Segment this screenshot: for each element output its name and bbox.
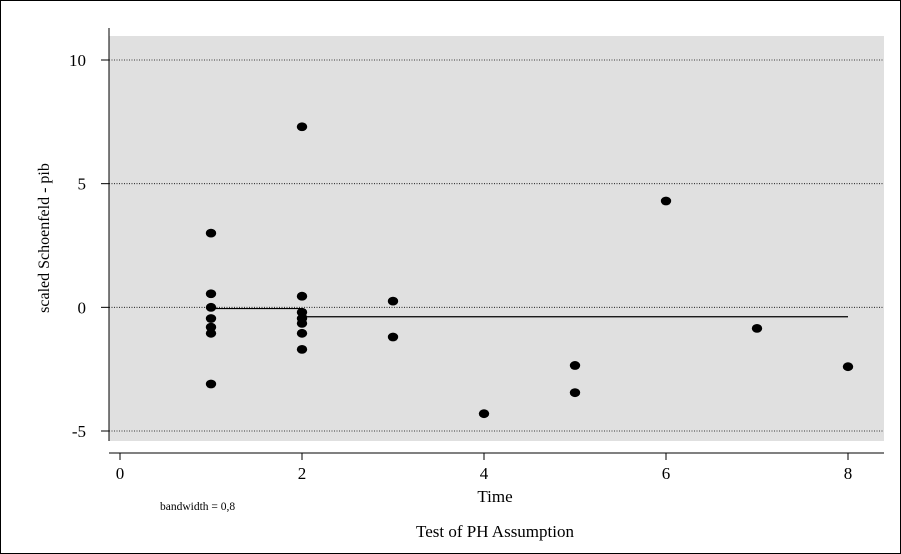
data-point [842, 362, 854, 372]
y-ticks: -5 0 5 10 [69, 51, 109, 441]
x-tick-label: 2 [298, 464, 307, 483]
data-point [205, 302, 217, 312]
data-point [387, 332, 399, 342]
plot-background [109, 36, 884, 441]
data-point [569, 361, 581, 370]
x-ticks: 0 2 4 6 8 [116, 453, 853, 483]
data-point [296, 328, 308, 338]
data-point [751, 323, 763, 333]
data-points [205, 122, 854, 419]
axes [108, 28, 884, 454]
x-tick-label: 8 [844, 464, 853, 483]
data-point [296, 344, 308, 354]
y-tick-label: 5 [78, 175, 87, 194]
data-point [387, 296, 399, 306]
x-tick-label: 0 [116, 464, 125, 483]
y-tick-label: 10 [69, 51, 86, 70]
y-tick-label: 0 [78, 298, 87, 317]
grid-lines [109, 59, 884, 432]
chart-title: Test of PH Assumption [416, 522, 574, 541]
data-point [205, 228, 217, 238]
data-point [205, 314, 217, 323]
data-point [296, 122, 308, 132]
data-point [296, 319, 308, 328]
data-point [296, 307, 308, 317]
data-point [205, 379, 217, 389]
x-tick-label: 6 [662, 464, 671, 483]
data-point [296, 291, 308, 301]
x-tick-label: 4 [480, 464, 489, 483]
data-point [205, 322, 217, 332]
data-point [569, 388, 581, 398]
data-point [205, 289, 217, 299]
y-tick-label: -5 [72, 422, 86, 441]
y-axis-label: scaled Schoenfeld - pib [36, 163, 53, 313]
bandwidth-note: bandwidth = 0,8 [160, 501, 235, 513]
data-point [478, 409, 490, 419]
data-point [205, 328, 217, 338]
data-point [660, 196, 672, 206]
x-axis-label: Time [477, 487, 512, 506]
